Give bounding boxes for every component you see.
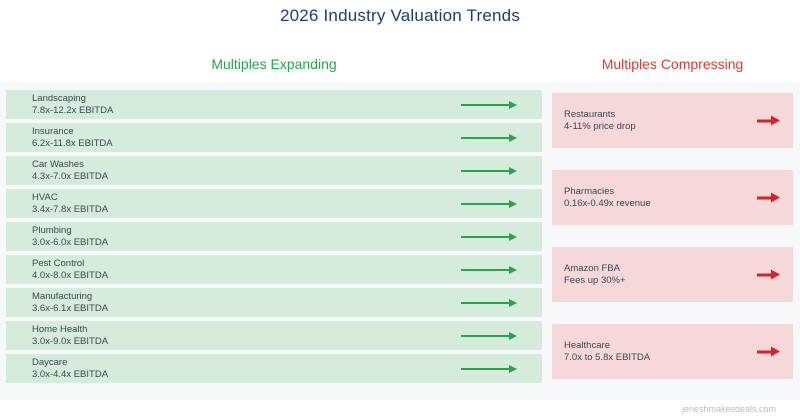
industry-value: 3.0x-4.4x EBITDA bbox=[32, 368, 109, 380]
industry-name: Plumbing bbox=[32, 225, 72, 236]
compressing-row: Pharmacies 0.16x-0.49x revenue bbox=[552, 170, 793, 225]
compressing-column: Restaurants 4-11% price drop Pharmacies … bbox=[552, 93, 793, 379]
watermark: jeneshmakesdeals.com bbox=[681, 404, 776, 414]
industry-value: 0.16x-0.49x revenue bbox=[564, 197, 651, 209]
row-text: Pharmacies 0.16x-0.49x revenue bbox=[564, 186, 651, 209]
compressing-row: Healthcare 7.0x to 5.8x EBITDA bbox=[552, 324, 793, 379]
industry-value: 3.0x-9.0x EBITDA bbox=[32, 335, 109, 347]
expanding-right-arrow-icon bbox=[461, 364, 517, 374]
expanding-row: Landscaping 7.8x-12.2x EBITDA bbox=[6, 90, 542, 119]
industry-name: Manufacturing bbox=[32, 291, 93, 302]
expanding-right-arrow-icon bbox=[461, 232, 517, 242]
row-text: Healthcare 7.0x to 5.8x EBITDA bbox=[564, 340, 650, 363]
industry-name: HVAC bbox=[32, 192, 58, 203]
industry-name: Landscaping bbox=[32, 93, 86, 104]
compressing-right-arrow-icon bbox=[757, 115, 780, 126]
row-text: Amazon FBA Fees up 30%+ bbox=[564, 263, 626, 286]
row-text: Restaurants 4-11% price drop bbox=[564, 109, 636, 132]
expanding-row: Pest Control 4.0x-8.0x EBITDA bbox=[6, 255, 542, 284]
row-text: HVAC 3.4x-7.8x EBITDA bbox=[32, 192, 108, 215]
industry-name: Car Washes bbox=[32, 159, 84, 170]
expanding-right-arrow-icon bbox=[461, 199, 517, 209]
industry-name: Daycare bbox=[32, 357, 68, 368]
industry-name: Pharmacies bbox=[564, 186, 615, 197]
expanding-right-arrow-icon bbox=[461, 100, 517, 110]
industry-value: 3.6x-6.1x EBITDA bbox=[32, 302, 109, 314]
compressing-right-arrow-icon bbox=[757, 192, 780, 203]
industry-value: 7.8x-12.2x EBITDA bbox=[32, 104, 114, 116]
industry-value: 4.3x-7.0x EBITDA bbox=[32, 170, 109, 182]
industry-value: 6.2x-11.8x EBITDA bbox=[32, 137, 113, 149]
industry-value: 3.0x-6.0x EBITDA bbox=[32, 236, 109, 248]
industry-value: Fees up 30%+ bbox=[564, 274, 626, 286]
expanding-row: Car Washes 4.3x-7.0x EBITDA bbox=[6, 156, 542, 185]
compressing-right-arrow-icon bbox=[757, 269, 780, 280]
expanding-row: Insurance 6.2x-11.8x EBITDA bbox=[6, 123, 542, 152]
row-text: Insurance 6.2x-11.8x EBITDA bbox=[32, 126, 113, 149]
expanding-right-arrow-icon bbox=[461, 133, 517, 143]
expanding-row: Home Health 3.0x-9.0x EBITDA bbox=[6, 321, 542, 350]
compressing-column-header: Multiples Compressing bbox=[601, 56, 744, 72]
compressing-row: Restaurants 4-11% price drop bbox=[552, 93, 793, 148]
industry-name: Amazon FBA bbox=[564, 263, 620, 274]
expanding-row: Plumbing 3.0x-6.0x EBITDA bbox=[6, 222, 542, 251]
industry-value: 3.4x-7.8x EBITDA bbox=[32, 203, 109, 215]
expanding-right-arrow-icon bbox=[461, 331, 517, 341]
industry-name: Pest Control bbox=[32, 258, 85, 269]
expanding-row: Manufacturing 3.6x-6.1x EBITDA bbox=[6, 288, 542, 317]
compressing-row: Amazon FBA Fees up 30%+ bbox=[552, 247, 793, 302]
industry-value: 4-11% price drop bbox=[564, 120, 636, 132]
expanding-column: Landscaping 7.8x-12.2x EBITDA Insurance … bbox=[6, 90, 542, 383]
industry-name: Restaurants bbox=[564, 109, 616, 120]
row-text: Manufacturing 3.6x-6.1x EBITDA bbox=[32, 291, 108, 314]
row-text: Pest Control 4.0x-8.0x EBITDA bbox=[32, 258, 108, 281]
row-text: Daycare 3.0x-4.4x EBITDA bbox=[32, 357, 108, 380]
row-text: Home Health 3.0x-9.0x EBITDA bbox=[32, 324, 108, 347]
page-title: 2026 Industry Valuation Trends bbox=[279, 6, 521, 25]
expanding-column-header: Multiples Expanding bbox=[211, 56, 337, 72]
industry-name: Insurance bbox=[32, 126, 74, 137]
expanding-right-arrow-icon bbox=[461, 265, 517, 275]
industry-name: Healthcare bbox=[564, 340, 610, 351]
expanding-right-arrow-icon bbox=[461, 298, 517, 308]
row-text: Landscaping 7.8x-12.2x EBITDA bbox=[32, 93, 113, 116]
industry-value: 7.0x to 5.8x EBITDA bbox=[564, 351, 651, 363]
expanding-right-arrow-icon bbox=[461, 166, 517, 176]
row-text: Car Washes 4.3x-7.0x EBITDA bbox=[32, 159, 108, 182]
expanding-row: Daycare 3.0x-4.4x EBITDA bbox=[6, 354, 542, 383]
compressing-right-arrow-icon bbox=[757, 346, 780, 357]
industry-value: 4.0x-8.0x EBITDA bbox=[32, 269, 109, 281]
industry-name: Home Health bbox=[32, 324, 88, 335]
expanding-row: HVAC 3.4x-7.8x EBITDA bbox=[6, 189, 542, 218]
row-text: Plumbing 3.0x-6.0x EBITDA bbox=[32, 225, 108, 248]
